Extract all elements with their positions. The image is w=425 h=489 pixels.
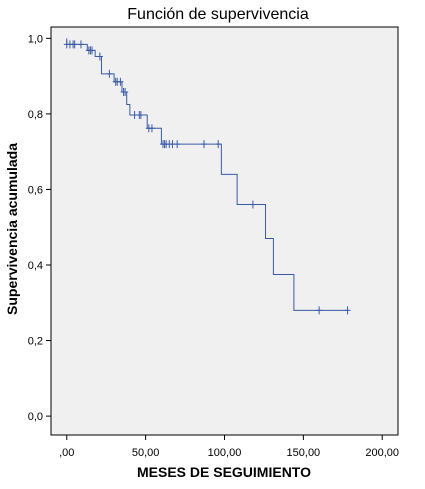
x-tick-label: 50,00 [132,447,160,459]
censored-mark [148,124,155,133]
y-tick-label: 0,0 [28,411,43,423]
censored-mark [249,200,256,209]
censored-mark [215,140,222,149]
x-tick-label: ,00 [59,447,74,459]
x-axis-title: MESES DE SEGUIMIENTO [137,464,311,480]
y-tick-label: 0,4 [28,260,43,272]
censored-mark [117,77,124,86]
censored-mark [122,87,129,96]
censored-mark [77,40,84,49]
chart-title: Función de supervivencia [127,6,309,23]
plot-area [50,26,399,436]
censored-mark [344,306,351,315]
x-tick-label: 100,00 [208,447,242,459]
y-tick-label: 1,0 [28,33,43,45]
censored-mark [200,140,207,149]
censored-mark [96,52,103,61]
y-axis-title: Supervivencia acumulada [4,143,20,315]
y-tick-label: 0,6 [28,184,43,196]
x-tick-label: 200,00 [365,447,399,459]
y-tick-label: 0,2 [28,336,43,348]
censored-mark [89,46,96,55]
censored-mark [174,140,181,149]
censored-mark [106,69,113,78]
censored-mark [71,40,78,49]
y-axis: 0,0 0,2 0,4 0,6 0,8 1,0 [28,33,51,423]
x-axis: ,00 50,00 100,00 150,00 200,00 [59,435,399,459]
x-tick-label: 150,00 [287,447,321,459]
series-layer [63,38,351,315]
survival-step-line [66,38,348,311]
censored-mark [137,111,144,120]
y-tick-label: 0,8 [28,109,43,121]
censored-mark [316,306,323,315]
